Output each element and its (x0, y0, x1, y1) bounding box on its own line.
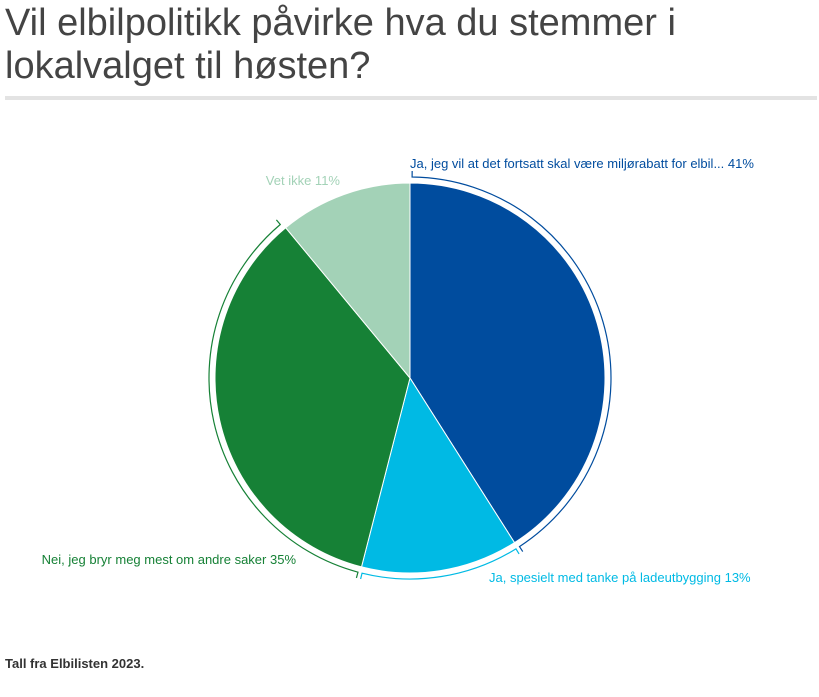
slice-bracket-2 (360, 548, 520, 580)
pie-chart-svg: Ja, jeg vil at det fortsatt skal være mi… (42, 156, 755, 585)
pie-slice-2 (360, 376, 516, 574)
slice-bracket-3 (208, 219, 359, 579)
chart-title: Vil elbilpolitikk påvirke hva du stemmer… (5, 2, 676, 87)
pie-chart: Ja, jeg vil at det fortsatt skal være mi… (0, 100, 819, 640)
slice-label-1: Ja, jeg vil at det fortsatt skal være mi… (410, 156, 754, 171)
pie-slice-3 (214, 227, 411, 568)
source-note: Tall fra Elbilisten 2023. (5, 656, 145, 671)
slice-bracket-1 (411, 171, 612, 552)
pie-slice-1 (409, 182, 606, 544)
pie-slice-4 (284, 182, 411, 380)
slice-label-2: Ja, spesielt med tanke på ladeutbygging … (489, 570, 751, 585)
slice-label-4: Vet ikke 11% (266, 173, 341, 188)
slice-label-3: Nei, jeg bryr meg mest om andre saker 35… (42, 552, 297, 567)
title-divider (5, 96, 817, 100)
